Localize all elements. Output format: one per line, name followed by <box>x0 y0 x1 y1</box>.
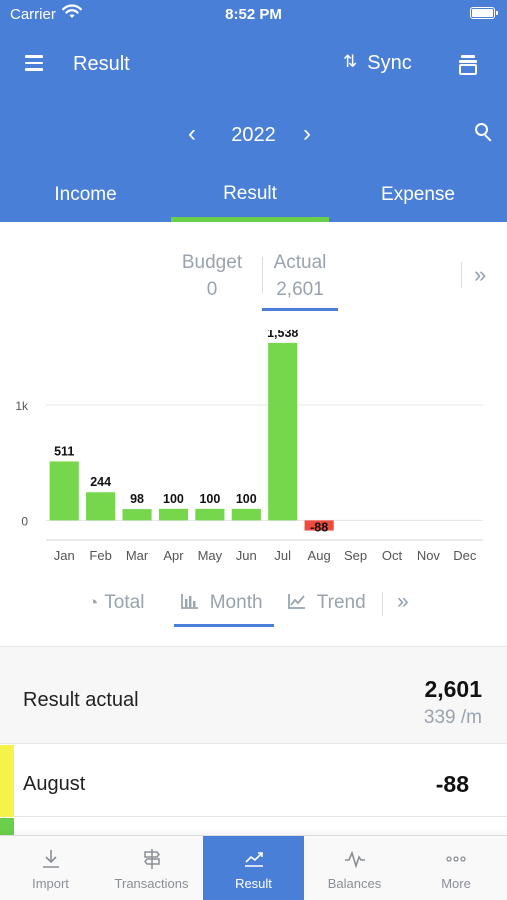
x-tick-label: Dec <box>453 548 477 563</box>
x-tick-label: Jan <box>54 548 75 563</box>
x-tick-label: Jun <box>236 548 257 563</box>
data-label: 1,538 <box>267 330 298 340</box>
chart-bar <box>158 508 189 521</box>
view-total-button[interactable]: ◔ Total <box>88 592 144 614</box>
nav-label: More <box>441 876 471 891</box>
tab-income[interactable]: Income <box>54 184 117 205</box>
chart-bar <box>231 508 261 521</box>
x-tick-label: Feb <box>89 548 111 563</box>
x-tick-label: Aug <box>308 548 331 563</box>
nav-label: Transactions <box>114 876 189 891</box>
list-item[interactable] <box>0 818 507 838</box>
x-tick-label: Nov <box>417 548 441 563</box>
double-chevron-right-icon[interactable]: » <box>397 590 409 613</box>
view-month-button[interactable]: Month <box>181 592 263 614</box>
bar-chart-icon <box>181 593 204 612</box>
data-label: 98 <box>130 492 144 506</box>
trend-icon <box>203 848 304 872</box>
year-label: 2022 <box>231 124 276 146</box>
data-label: 100 <box>163 492 184 506</box>
sync-arrows-icon: ⇅ <box>343 52 358 71</box>
view-total-label: Total <box>104 592 145 613</box>
active-view-indicator <box>174 624 274 627</box>
tab-expense[interactable]: Expense <box>381 184 455 205</box>
view-month-label: Month <box>209 592 263 613</box>
bar-chart: 0 1k 511 Jan 244 Feb 98 Mar 100 Apr 100 May 100 Jun 1,… <box>15 330 483 563</box>
nav-import[interactable]: Import <box>0 836 101 900</box>
active-tab-indicator <box>171 217 329 222</box>
chart-bar <box>195 508 225 521</box>
nav-transactions[interactable]: Transactions <box>101 836 202 900</box>
list-item[interactable]: August -88 <box>0 745 507 817</box>
y-tick-label: 1k <box>15 399 29 413</box>
nav-label: Import <box>32 876 69 891</box>
nav-label: Balances <box>327 876 382 891</box>
x-tick-label: Apr <box>163 548 184 563</box>
result-summary: Result actual 2,601 339 /m <box>0 646 507 744</box>
summary-value: 2,601 <box>424 676 482 702</box>
carrier-label: Carrier <box>10 6 56 23</box>
chart-bar <box>122 509 152 521</box>
data-label: 100 <box>236 492 257 506</box>
chart-bar <box>268 342 298 521</box>
chart-bar <box>49 461 79 521</box>
wifi-icon <box>62 4 82 24</box>
line-chart-icon <box>288 593 311 612</box>
budget-label[interactable]: Budget <box>181 252 243 273</box>
chevron-left-icon[interactable]: ‹ <box>188 120 196 147</box>
pulse-icon <box>304 848 405 872</box>
sync-label: Sync <box>367 52 412 74</box>
summary-label: Result actual <box>23 689 139 711</box>
nav-label: Result <box>235 876 272 891</box>
chevron-right-icon[interactable]: › <box>303 120 311 147</box>
list-item-label: August <box>23 773 86 795</box>
pie-icon: ◔ <box>88 593 99 612</box>
color-marker <box>0 818 14 838</box>
status-bar: Carrier 8:52 PM <box>0 0 507 28</box>
chart-bar <box>86 492 116 521</box>
actual-label[interactable]: Actual <box>273 252 327 273</box>
screen-title: Result <box>73 53 130 75</box>
data-label: 100 <box>199 492 220 506</box>
data-label: 244 <box>90 475 111 489</box>
header: Carrier 8:52 PM Result ⇅ Sync ‹ 2022 › In… <box>0 0 507 222</box>
x-tick-label: Mar <box>126 548 149 563</box>
divider <box>382 592 383 616</box>
budget-value: 0 <box>206 279 218 300</box>
nav-balances[interactable]: Balances <box>304 836 405 900</box>
bottom-navigation: Import Transactions Result Balances More <box>0 835 507 900</box>
data-label: 511 <box>54 444 74 458</box>
stack-icon[interactable] <box>457 53 479 75</box>
chart-bar <box>304 520 334 531</box>
hamburger-menu-icon[interactable] <box>25 55 43 71</box>
monthly-result-chart: 0 1k 511 Jan 244 Feb 98 Mar 100 Apr 100 May 100 Jun 1,… <box>0 330 507 580</box>
view-trend-label: Trend <box>316 592 366 613</box>
actual-value: 2,601 <box>276 279 324 300</box>
color-marker <box>0 745 14 817</box>
data-label: -88 <box>310 520 328 534</box>
divider <box>461 262 462 288</box>
y-tick-label: 0 <box>21 514 28 528</box>
nav-more[interactable]: More <box>405 836 507 900</box>
nav-result[interactable]: Result <box>203 836 304 900</box>
battery-icon <box>470 7 498 19</box>
download-icon <box>0 848 101 872</box>
x-tick-label: May <box>198 548 223 563</box>
sync-button[interactable]: ⇅ Sync <box>343 52 412 75</box>
signpost-icon <box>101 848 202 872</box>
summary-per-month: 339 /m <box>423 707 482 728</box>
double-chevron-right-icon[interactable]: » <box>474 262 487 287</box>
list-item-value: -88 <box>435 771 469 797</box>
x-tick-label: Sep <box>344 548 367 563</box>
ellipsis-icon <box>405 848 507 872</box>
view-trend-button[interactable]: Trend <box>288 592 366 614</box>
actual-indicator <box>262 308 338 311</box>
x-tick-label: Jul <box>274 548 291 563</box>
divider <box>262 257 263 293</box>
clock: 8:52 PM <box>225 6 282 23</box>
search-icon[interactable] <box>474 122 494 142</box>
tab-result[interactable]: Result <box>223 183 277 204</box>
x-tick-label: Oct <box>382 548 403 563</box>
